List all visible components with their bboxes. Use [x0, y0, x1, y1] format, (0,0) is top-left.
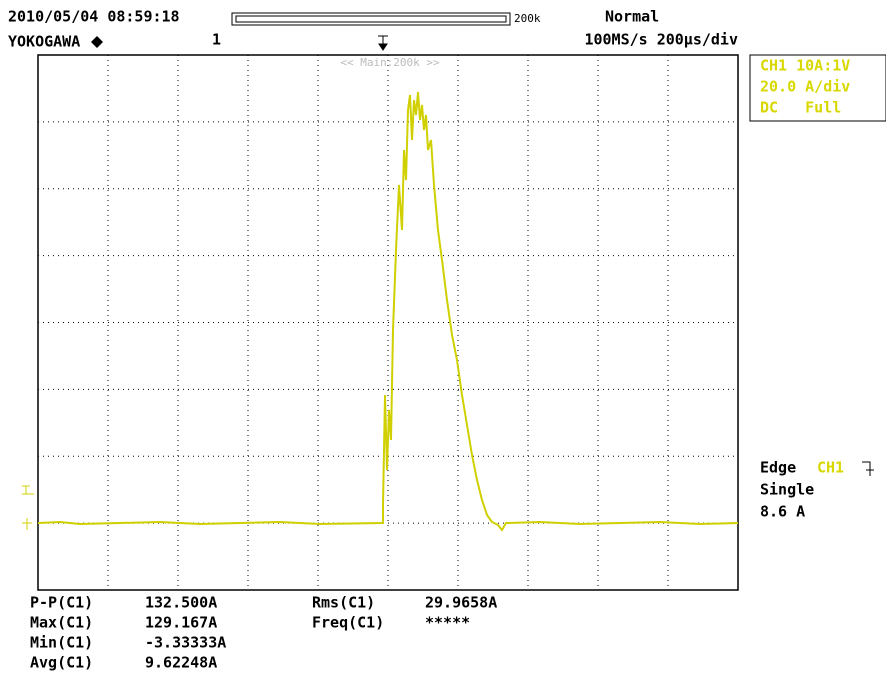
trigger-source: CH1 — [817, 459, 844, 477]
timebase: 100MS/s 200µs/div — [584, 31, 738, 49]
channel-line: CH1 10A:1V — [760, 57, 850, 75]
channel-line: DC Full — [760, 99, 841, 117]
measure-value: ***** — [425, 614, 470, 632]
measure-value: -3.33333A — [145, 634, 226, 652]
trigger-mode: Single — [760, 481, 814, 499]
graticule — [38, 55, 738, 590]
measure-label: Freq(C1) — [312, 614, 384, 632]
trigger-slope — [862, 461, 874, 476]
measure-label: Min(C1) — [30, 634, 93, 652]
measure-value: 132.500A — [145, 594, 217, 612]
record-bar-inner — [235, 15, 507, 23]
brand: YOKOGAWA — [8, 33, 80, 51]
trigger-position — [378, 35, 388, 51]
measure-label: Rms(C1) — [312, 594, 375, 612]
waveform — [37, 91, 739, 532]
acq-mode: Normal — [605, 8, 659, 26]
measure-label: Avg(C1) — [30, 654, 93, 672]
brand-diamond — [91, 36, 103, 48]
channel-line: 20.0 A/div — [760, 78, 850, 96]
ground-marker — [22, 518, 32, 530]
measure-value: 129.167A — [145, 614, 217, 632]
measure-label: Max(C1) — [30, 614, 93, 632]
record-length: 200k — [514, 12, 541, 25]
measure-value: 9.62248A — [145, 654, 217, 672]
record-bar — [231, 12, 511, 26]
timestamp: 2010/05/04 08:59:18 — [8, 8, 180, 26]
trigger-level: 8.6 A — [760, 503, 805, 521]
zoom-label: << Main:200k >> — [340, 56, 440, 69]
trigger-level-marker — [22, 485, 34, 495]
acq-count: 1 — [212, 31, 221, 49]
measure-value: 29.9658A — [425, 594, 497, 612]
trigger-type: Edge — [760, 459, 796, 477]
measure-label: P-P(C1) — [30, 594, 93, 612]
channel-box — [749, 54, 886, 122]
